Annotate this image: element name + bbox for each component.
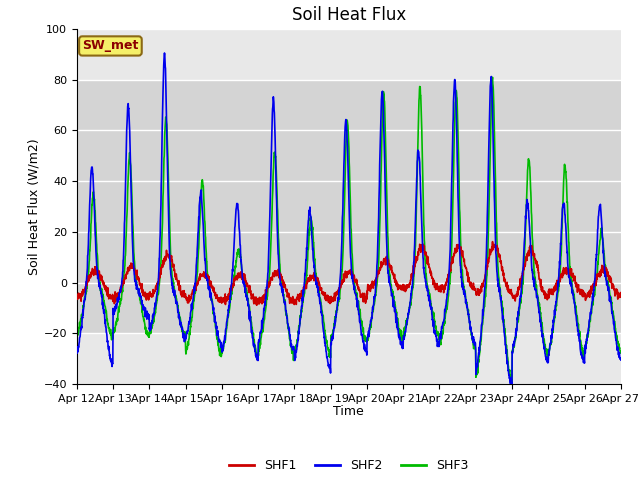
Bar — [77, 80, 621, 333]
Title: Soil Heat Flux: Soil Heat Flux — [292, 6, 406, 24]
SHF3 — [365, 336, 372, 342]
SHF2 — [376, 134, 384, 140]
SHF3 — [489, 74, 497, 80]
SHF1 — [365, 287, 372, 292]
SHF1 — [376, 266, 384, 272]
SHF2 — [570, 290, 577, 296]
SHF1 — [489, 239, 497, 244]
SHF3 — [507, 376, 515, 382]
SHF2 — [365, 328, 372, 334]
SHF2 — [225, 303, 232, 309]
SHF1 — [584, 293, 592, 299]
Line: SHF1: SHF1 — [77, 241, 621, 305]
SHF3 — [376, 209, 384, 215]
Line: SHF3: SHF3 — [77, 77, 621, 382]
SHF3 — [508, 379, 516, 385]
Text: SW_met: SW_met — [82, 39, 139, 52]
SHF2 — [584, 326, 592, 332]
SHF2 — [73, 348, 81, 354]
SHF2 — [507, 381, 515, 387]
Y-axis label: Soil Heat Flux (W/m2): Soil Heat Flux (W/m2) — [28, 138, 41, 275]
SHF3 — [225, 312, 232, 318]
SHF2 — [617, 357, 625, 363]
SHF3 — [617, 348, 625, 354]
SHF1 — [253, 302, 260, 308]
SHF1 — [508, 287, 515, 292]
SHF1 — [570, 270, 577, 276]
SHF1 — [617, 290, 625, 296]
SHF1 — [225, 292, 232, 298]
Line: SHF2: SHF2 — [77, 53, 621, 384]
SHF3 — [584, 332, 592, 337]
SHF3 — [73, 335, 81, 340]
SHF2 — [508, 381, 515, 387]
SHF1 — [73, 293, 81, 299]
Legend: SHF1, SHF2, SHF3: SHF1, SHF2, SHF3 — [224, 454, 474, 477]
X-axis label: Time: Time — [333, 405, 364, 418]
SHF2 — [161, 50, 168, 56]
SHF3 — [570, 289, 577, 295]
